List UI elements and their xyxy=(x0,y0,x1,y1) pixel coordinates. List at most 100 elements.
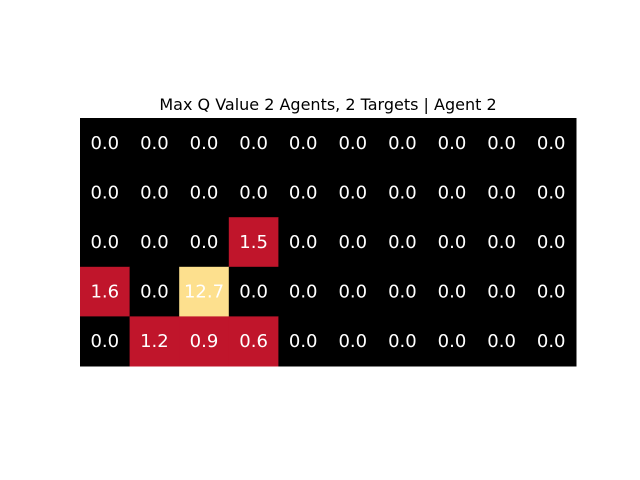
cell-label-r4-c8: 0.0 xyxy=(487,331,516,352)
heatmap-cell-r0-c4 xyxy=(278,118,329,169)
cell-label-r4-c5: 0.0 xyxy=(338,331,367,352)
heatmap-cell-r0-c3 xyxy=(228,118,279,169)
heatmap-cell-r3-c1 xyxy=(129,266,180,317)
cell-label-r3-c8: 0.0 xyxy=(487,282,516,303)
heatmap-cell-r2-c6 xyxy=(377,217,428,268)
heatmap-cell-r1-c9 xyxy=(526,167,577,218)
heatmap-cell-r1-c1 xyxy=(129,167,180,218)
heatmap-cell-r1-c6 xyxy=(377,167,428,218)
cell-label-r2-c5: 0.0 xyxy=(338,232,367,253)
heatmap-cell-r1-c4 xyxy=(278,167,329,218)
cell-label-r0-c8: 0.0 xyxy=(487,133,516,154)
cell-label-r1-c6: 0.0 xyxy=(388,182,417,203)
heatmap-cell-r4-c7 xyxy=(427,316,478,367)
heatmap-cell-r0-c8 xyxy=(476,118,527,169)
heatmap-cell-r3-c5 xyxy=(328,266,379,317)
heatmap-cell-r1-c5 xyxy=(328,167,379,218)
cell-label-r2-c1: 0.0 xyxy=(140,232,169,253)
cell-label-r1-c0: 0.0 xyxy=(90,182,119,203)
heatmap-cell-r3-c0 xyxy=(80,266,131,317)
cell-label-r1-c2: 0.0 xyxy=(190,182,219,203)
heatmap-cell-r1-c3 xyxy=(228,167,279,218)
heatmap-cell-r1-c0 xyxy=(80,167,131,218)
cell-label-r2-c4: 0.0 xyxy=(289,232,318,253)
heatmap-cell-r1-c7 xyxy=(427,167,478,218)
cell-label-r3-c5: 0.0 xyxy=(338,282,367,303)
cell-label-r0-c6: 0.0 xyxy=(388,133,417,154)
heatmap-cell-r4-c6 xyxy=(377,316,428,367)
cell-label-r3-c9: 0.0 xyxy=(537,282,566,303)
heatmap-cell-r2-c4 xyxy=(278,217,329,268)
cell-label-r3-c4: 0.0 xyxy=(289,282,318,303)
cell-label-r1-c8: 0.0 xyxy=(487,182,516,203)
heatmap-cell-r0-c2 xyxy=(179,118,230,169)
heatmap-cell-r2-c8 xyxy=(476,217,527,268)
heatmap-cell-r4-c2 xyxy=(179,316,230,367)
heatmap-cell-r3-c9 xyxy=(526,266,577,317)
cell-label-r2-c2: 0.0 xyxy=(190,232,219,253)
cell-label-r4-c7: 0.0 xyxy=(438,331,467,352)
cell-label-r2-c8: 0.0 xyxy=(487,232,516,253)
cell-label-r4-c4: 0.0 xyxy=(289,331,318,352)
cell-label-r3-c3: 0.0 xyxy=(239,282,268,303)
heatmap-cell-r2-c7 xyxy=(427,217,478,268)
heatmap-cell-r4-c9 xyxy=(526,316,577,367)
cell-label-r3-c0: 1.6 xyxy=(90,282,119,303)
heatmap-cell-r2-c0 xyxy=(80,217,131,268)
cell-label-r3-c1: 0.0 xyxy=(140,282,169,303)
heatmap-cell-r1-c2 xyxy=(179,167,230,218)
heatmap-cell-r4-c3 xyxy=(228,316,279,367)
heatmap-cell-r1-c8 xyxy=(476,167,527,218)
heatmap-cell-r4-c1 xyxy=(129,316,180,367)
cell-label-r0-c9: 0.0 xyxy=(537,133,566,154)
heatmap-cell-r3-c6 xyxy=(377,266,428,317)
cell-label-r2-c3: 1.5 xyxy=(239,232,268,253)
cell-label-r3-c2: 12.7 xyxy=(184,282,224,303)
cell-label-r1-c5: 0.0 xyxy=(338,182,367,203)
cell-label-r4-c2: 0.9 xyxy=(190,331,219,352)
cell-label-r4-c3: 0.6 xyxy=(239,331,268,352)
heatmap-cell-r0-c7 xyxy=(427,118,478,169)
cell-label-r0-c4: 0.0 xyxy=(289,133,318,154)
heatmap-cell-r0-c6 xyxy=(377,118,428,169)
cell-label-r2-c0: 0.0 xyxy=(90,232,119,253)
cell-label-r3-c6: 0.0 xyxy=(388,282,417,303)
heatmap-cell-r0-c0 xyxy=(80,118,131,169)
heatmap-cell-r3-c4 xyxy=(278,266,329,317)
cell-label-r0-c3: 0.0 xyxy=(239,133,268,154)
heatmap-cell-r2-c3 xyxy=(228,217,279,268)
cell-label-r4-c9: 0.0 xyxy=(537,331,566,352)
heatmap-cell-r2-c2 xyxy=(179,217,230,268)
heatmap-cell-r4-c4 xyxy=(278,316,329,367)
cell-label-r4-c0: 0.0 xyxy=(90,331,119,352)
cell-label-r0-c1: 0.0 xyxy=(140,133,169,154)
cell-label-r1-c3: 0.0 xyxy=(239,182,268,203)
cell-label-r0-c5: 0.0 xyxy=(338,133,367,154)
cell-label-r4-c1: 1.2 xyxy=(140,331,169,352)
heatmap-cell-r2-c1 xyxy=(129,217,180,268)
cell-label-r2-c7: 0.0 xyxy=(438,232,467,253)
heatmap-cells xyxy=(80,118,577,367)
chart-title: Max Q Value 2 Agents, 2 Targets | Agent … xyxy=(159,95,496,114)
heatmap-cell-r3-c8 xyxy=(476,266,527,317)
heatmap-cell-r0-c5 xyxy=(328,118,379,169)
heatmap-cell-labels: 0.0 0.0 0.0 0.0 0.0 0.0 0.0 0.0 0.0 0.0 0.0 0.0 0.0 0… xyxy=(90,133,565,352)
heatmap-cell-r4-c0 xyxy=(80,316,131,367)
heatmap-cell-r3-c7 xyxy=(427,266,478,317)
cell-label-r1-c7: 0.0 xyxy=(438,182,467,203)
cell-label-r0-c0: 0.0 xyxy=(90,133,119,154)
cell-label-r3-c7: 0.0 xyxy=(438,282,467,303)
heatmap-cell-r0-c9 xyxy=(526,118,577,169)
cell-label-r1-c1: 0.0 xyxy=(140,182,169,203)
cell-label-r4-c6: 0.0 xyxy=(388,331,417,352)
heatmap-cell-r4-c8 xyxy=(476,316,527,367)
heatmap-cell-r3-c2 xyxy=(179,266,230,317)
heatmap-cell-r0-c1 xyxy=(129,118,180,169)
cell-label-r0-c2: 0.0 xyxy=(190,133,219,154)
cell-label-r0-c7: 0.0 xyxy=(438,133,467,154)
cell-label-r2-c9: 0.0 xyxy=(537,232,566,253)
heatmap-cell-r4-c5 xyxy=(328,316,379,367)
cell-label-r1-c9: 0.0 xyxy=(537,182,566,203)
heatmap-cell-r2-c5 xyxy=(328,217,379,268)
